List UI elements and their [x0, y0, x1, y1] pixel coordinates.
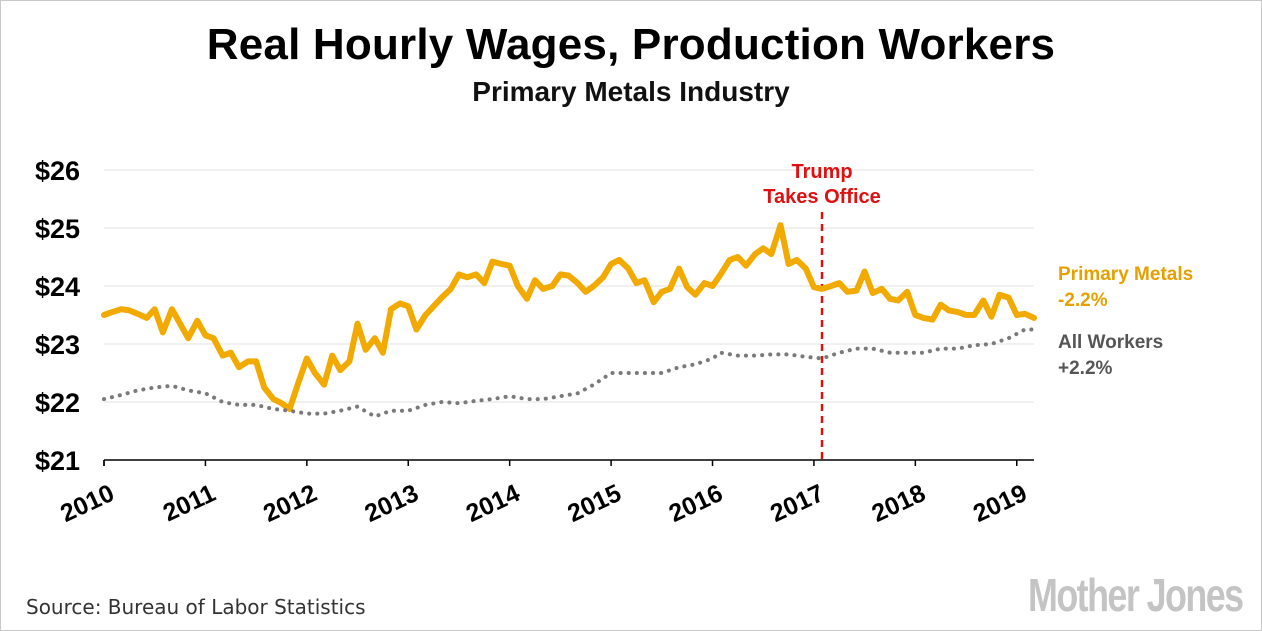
annotation-label: Takes Office	[763, 186, 880, 208]
x-tick-label: 2015	[563, 479, 625, 528]
y-tick-label: $23	[35, 330, 80, 360]
series-line-all-workers	[102, 327, 1036, 419]
y-tick-label: $21	[35, 446, 80, 476]
x-tick-label: 2017	[766, 479, 828, 528]
series-group	[101, 222, 1037, 419]
chart-title: Real Hourly Wages, Production Workers	[206, 20, 1056, 69]
y-tick-label: $22	[35, 388, 80, 418]
x-tick-label: 2019	[969, 479, 1031, 528]
legend-primary-metals-change: -2.2%	[1058, 290, 1108, 311]
legend: Primary Metals -2.2% All Workers +2.2%	[1058, 264, 1193, 379]
legend-primary-metals-label: Primary Metals	[1058, 264, 1193, 285]
y-tick-label: $24	[35, 272, 80, 302]
annotation: Trump Takes Office	[763, 161, 881, 460]
y-tick-label: $26	[35, 156, 80, 186]
series-line-primary-metals	[101, 222, 1037, 412]
x-tick-label: 2010	[56, 479, 118, 528]
legend-all-workers-label: All Workers	[1058, 332, 1163, 353]
annotation-label: Trump	[791, 161, 852, 183]
legend-all-workers-change: +2.2%	[1058, 358, 1113, 379]
x-tick-label: 2014	[462, 479, 524, 528]
chart-subtitle: Primary Metals Industry	[472, 76, 790, 107]
brand-logo: Mother Jones	[1028, 569, 1244, 621]
y-axis: $21 $22 $23 $24 $25 $26	[35, 156, 80, 476]
x-tick-label: 2012	[259, 479, 321, 528]
x-tick-label: 2018	[868, 479, 930, 528]
x-tick-label: 2013	[360, 479, 422, 528]
x-tick-label: 2011	[159, 479, 220, 527]
x-tick-label: 2016	[665, 479, 727, 528]
grid-lines	[104, 169, 1034, 403]
y-tick-label: $25	[35, 214, 80, 244]
source-note: Source: Bureau of Labor Statistics	[26, 595, 366, 619]
x-axis: 2010 2011 2012 2013 2014 2015 2016 2017 2018 2019	[56, 459, 1034, 528]
